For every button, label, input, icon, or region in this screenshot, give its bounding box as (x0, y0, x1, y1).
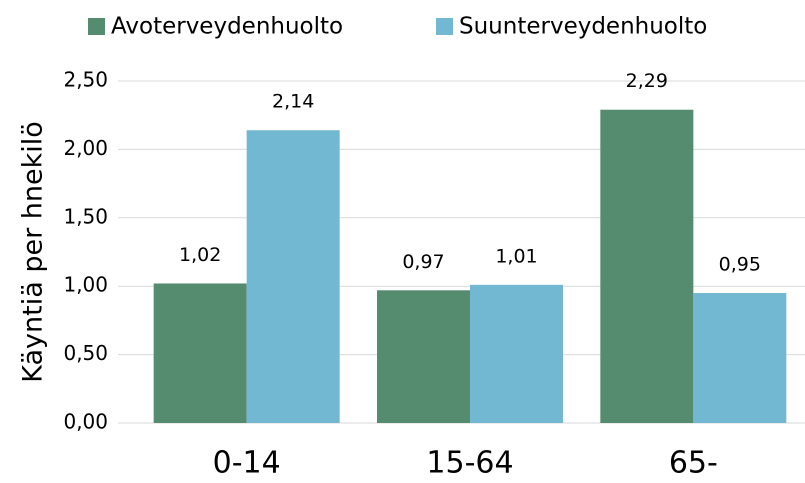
y-tick-label: 2,00 (63, 136, 108, 160)
x-tick-label: 0-14 (213, 446, 281, 481)
bar (600, 109, 694, 423)
value-label: 1,02 (179, 244, 221, 266)
y-tick-label: 2,50 (63, 68, 108, 92)
bar (246, 130, 340, 424)
value-label: 2,14 (272, 91, 314, 113)
value-label: 1,01 (495, 245, 537, 267)
y-tick-label: 1,00 (63, 273, 108, 297)
legend-swatch (436, 18, 453, 35)
legend-label: Suunterveydenhuolto (459, 14, 707, 40)
legend-swatch (88, 18, 105, 35)
y-tick-label: 0,50 (63, 341, 108, 365)
value-label: 0,95 (719, 254, 761, 276)
y-tick-label: 1,50 (63, 204, 108, 228)
x-tick-label: 65- (669, 446, 718, 481)
y-axis-title: Käyntiä per hnekilö (18, 121, 49, 383)
bar (153, 283, 247, 423)
bar (377, 290, 470, 423)
x-tick-label: 15-64 (426, 446, 513, 481)
bar (470, 284, 563, 423)
legend-label: Avoterveydenhuolto (111, 14, 343, 40)
value-label: 2,29 (626, 70, 668, 92)
bar (693, 293, 787, 423)
y-tick-label: 0,00 (63, 410, 108, 434)
value-label: 0,97 (402, 251, 444, 273)
